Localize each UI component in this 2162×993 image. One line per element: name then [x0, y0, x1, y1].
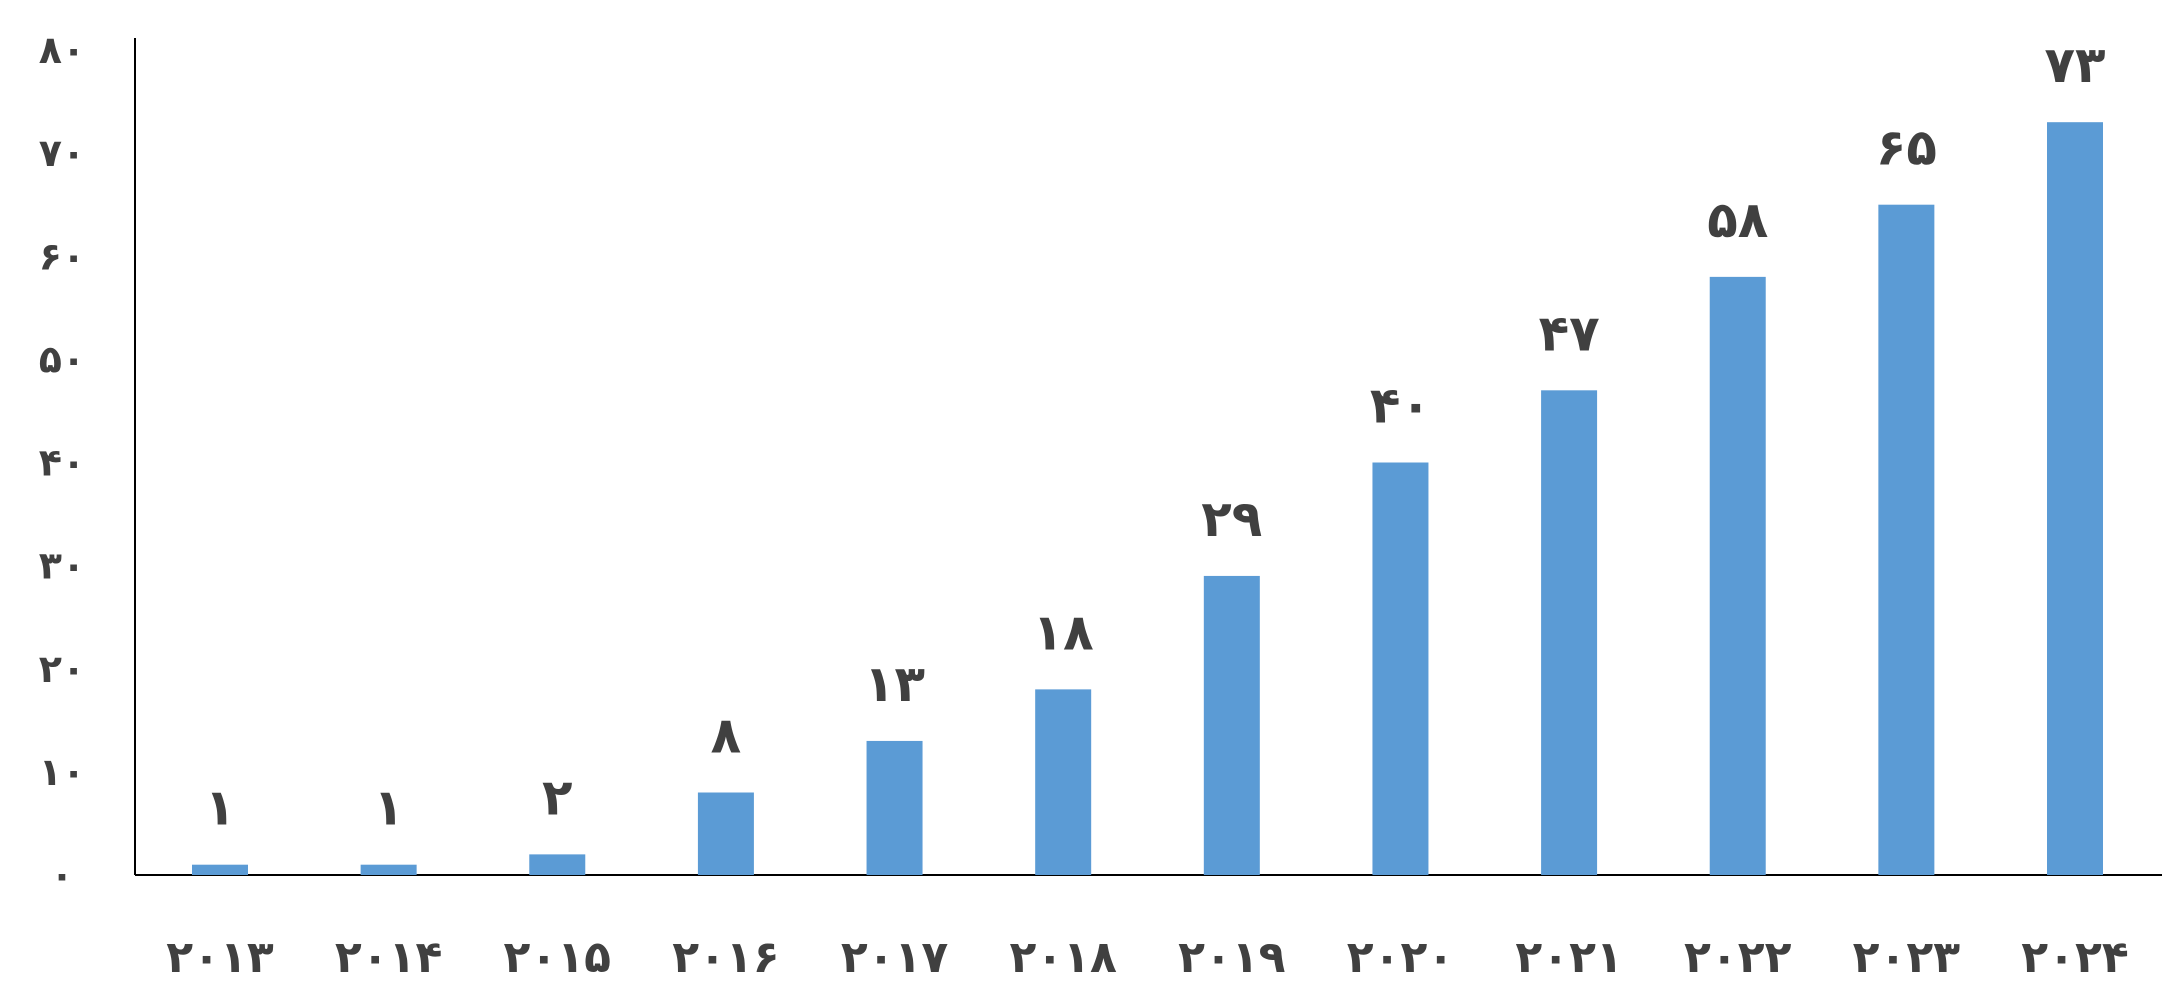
bar-11 — [2047, 122, 2103, 875]
data-label: ۴۰ — [1370, 377, 1431, 435]
category-label: ۲۰۲۴ — [2021, 932, 2128, 983]
bar-8 — [1541, 390, 1598, 875]
category-label: ۲۰۲۰ — [1347, 932, 1454, 983]
bar-7 — [1372, 462, 1429, 875]
category-label: ۲۰۱۸ — [1009, 932, 1117, 983]
category-label: ۲۰۱۷ — [841, 932, 949, 983]
bar-1 — [360, 864, 417, 875]
category-label: ۲۰۲۱ — [1515, 932, 1622, 983]
bar-5 — [1035, 689, 1092, 875]
category-label: ۲۰۱۹ — [1178, 932, 1285, 983]
bar-0 — [192, 864, 248, 875]
category-label: ۲۰۱۳ — [166, 932, 274, 983]
data-label: ۲ — [542, 768, 573, 826]
bar-6 — [1203, 575, 1260, 875]
category-label: ۲۰۲۳ — [1853, 932, 1961, 983]
data-label: ۱۸ — [1033, 603, 1094, 661]
y-tick-label: ۱۰ — [39, 750, 85, 794]
bars — [192, 122, 2103, 875]
data-label: ۱۳ — [864, 655, 925, 713]
data-label: ۲۹ — [1201, 490, 1262, 548]
data-labels: ۱ ۱ ۲ ۸ ۱۳ ۱۸ ۲۹ ۴۰ ۴۷ ۵۸ ۶۵ ۷۳ — [205, 36, 2106, 837]
data-label: ۶۵ — [1876, 119, 1937, 177]
y-tick-label: ۴۰ — [39, 441, 85, 485]
bar-10 — [1878, 204, 1935, 875]
bar-3 — [697, 792, 754, 875]
y-tick-label: ۵۰ — [39, 337, 85, 381]
data-label: ۱ — [373, 779, 404, 837]
bar-9 — [1709, 276, 1766, 875]
data-label: ۵۸ — [1707, 191, 1768, 249]
y-tick-labels: ۰ ۱۰ ۲۰ ۳۰ ۴۰ ۵۰ ۶۰ ۷۰ ۸۰ — [39, 28, 85, 897]
data-label: ۸ — [711, 707, 742, 765]
y-tick-label: ۳۰ — [39, 544, 85, 588]
data-label: ۱ — [205, 779, 236, 837]
data-label: ۴۷ — [1539, 304, 1600, 362]
y-tick-label: ۷۰ — [39, 131, 85, 175]
data-label: ۷۳ — [2044, 36, 2105, 94]
category-label: ۲۰۱۶ — [672, 932, 779, 983]
y-tick-label: ۰ — [50, 853, 73, 897]
category-label: ۲۰۱۴ — [335, 932, 442, 983]
category-label: ۲۰۱۵ — [504, 932, 611, 983]
y-tick-label: ۸۰ — [39, 28, 85, 72]
category-labels: ۲۰۱۳ ۲۰۱۴ ۲۰۱۵ ۲۰۱۶ ۲۰۱۷ ۲۰۱۸ ۲۰۱۹ ۲۰۲۰ ۲۰۲۱ ۲۰۲۲… — [166, 932, 2128, 983]
y-tick-label: ۶۰ — [39, 234, 85, 278]
bar-4 — [866, 740, 923, 875]
category-label: ۲۰۲۲ — [1684, 932, 1792, 983]
y-tick-label: ۲۰ — [39, 647, 85, 691]
bar-2 — [529, 854, 586, 875]
